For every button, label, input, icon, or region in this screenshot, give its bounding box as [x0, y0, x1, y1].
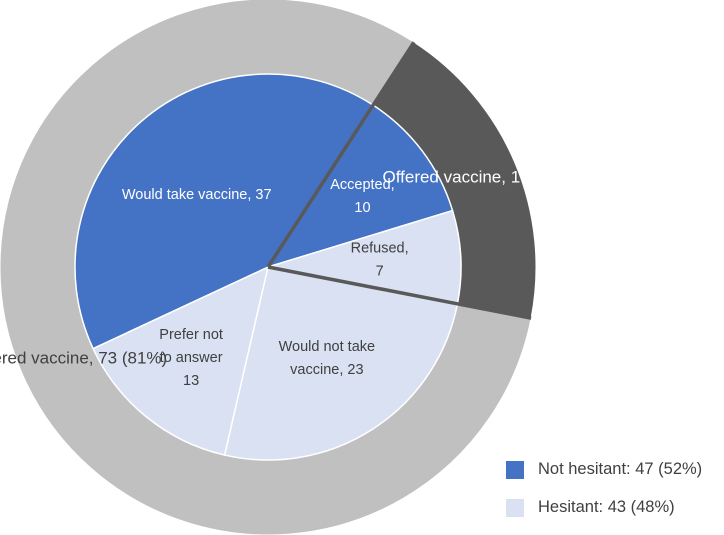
offered-boundary-line-start	[266, 41, 416, 268]
slice-label-line: to answer	[160, 350, 223, 366]
slice-label-line: Accepted,	[330, 177, 395, 193]
slice-label-line: vaccine, 23	[290, 362, 363, 378]
legend-item-hesitant: Hesitant: 43 (48%)	[506, 498, 675, 517]
inner-slice-accepted-10	[266, 104, 454, 269]
slice-label-would-not-take-vaccine-23: Would not take vaccine, 23	[279, 339, 375, 378]
inner-slice-refused-7	[267, 209, 462, 305]
slice-label-line: Would not take	[279, 339, 375, 355]
slice-label-accepted-10: Accepted, 10	[330, 177, 395, 216]
inner-slice-prefer-not-to-answer-13	[92, 265, 270, 456]
legend-item-not-hesitant: Not hesitant: 47 (52%)	[506, 460, 702, 479]
inner-slice-would-not-take-vaccine-23	[223, 266, 459, 461]
chart-labels: Offered vaccine, 17 (19%) Not offered vac…	[0, 168, 580, 389]
outer-label-not-offered-vaccine: Not offered vaccine, 73 (81%)	[0, 348, 167, 367]
legend-label-not-hesitant: Not hesitant: 47 (52%)	[538, 460, 703, 478]
legend-label-hesitant: Hesitant: 43 (48%)	[538, 498, 675, 516]
legend-swatch-hesitant	[506, 498, 524, 517]
inner-slice-would-take-vaccine-37	[74, 73, 375, 350]
slice-label-refused-7: Refused, 7	[351, 240, 409, 279]
outer-label-offered-vaccine: Offered vaccine, 17 (19%)	[383, 168, 580, 187]
slice-label-line: Refused,	[351, 240, 409, 256]
legend-swatch-not-hesitant	[506, 460, 524, 479]
offered-boundary-line-end	[267, 265, 532, 320]
inner-pie	[74, 41, 532, 461]
slice-label-line: 7	[376, 263, 384, 279]
slice-label-prefer-not-to-answer-13: Prefer not to answer 13	[159, 327, 223, 389]
slice-label-line: Prefer not	[159, 327, 223, 343]
slice-label-would-take-vaccine-37: Would take vaccine, 37	[122, 187, 272, 203]
slice-label-line: 13	[183, 373, 199, 389]
slice-label-line: Would take vaccine, 37	[122, 187, 272, 203]
slice-label-line: 10	[354, 200, 370, 216]
